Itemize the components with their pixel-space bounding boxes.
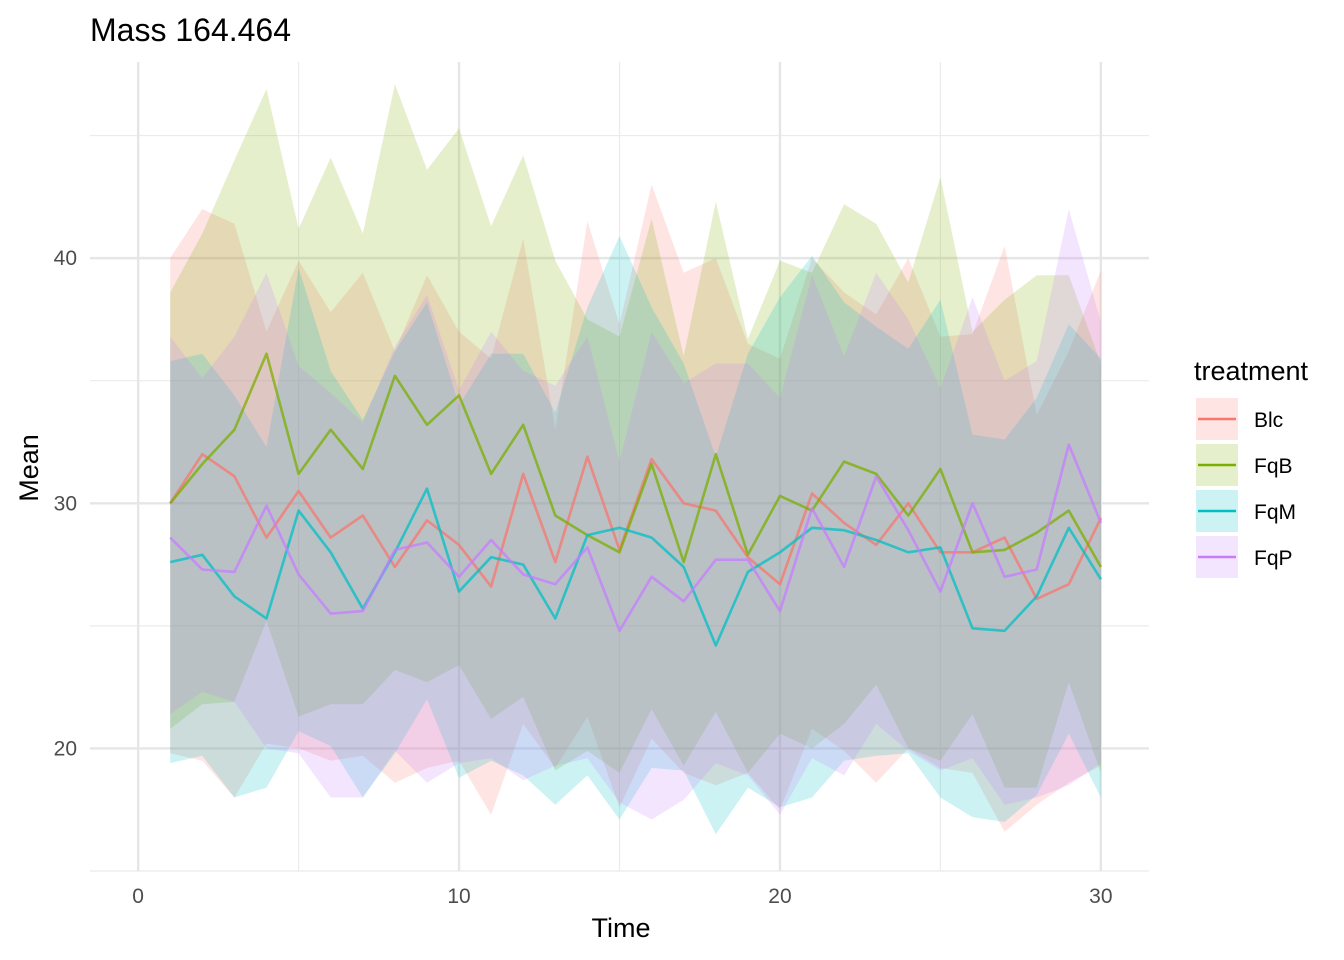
x-axis-title: Time: [592, 913, 651, 943]
chart-title: Mass 164.464: [90, 12, 291, 48]
y-tick-label: 40: [54, 247, 77, 270]
line-fqp: [169, 443, 1103, 633]
ribbons: [170, 84, 1101, 835]
legend-item-fqm: FqM: [1196, 490, 1296, 532]
legend-item-fqp: FqP: [1196, 536, 1293, 578]
legend-label: Blc: [1254, 409, 1283, 432]
legend-label: FqB: [1254, 455, 1293, 478]
legend-item-blc: Blc: [1196, 398, 1283, 440]
legend-label: FqM: [1254, 501, 1296, 524]
x-tick-label: 0: [132, 885, 144, 908]
y-axis-title: Mean: [14, 434, 44, 502]
legend-item-fqb: FqB: [1196, 444, 1293, 486]
ribbon-fqp: [170, 209, 1101, 820]
ribbon-fqb: [170, 84, 1101, 788]
legend-title: treatment: [1194, 356, 1309, 386]
line-fqm: [169, 487, 1103, 647]
y-tick-label: 20: [54, 737, 77, 760]
x-tick-label: 30: [1089, 885, 1112, 908]
legend-label: FqP: [1254, 547, 1293, 570]
series-lines: [169, 352, 1103, 647]
y-tick-label: 30: [54, 492, 77, 515]
tick-labels: 0 10 20 30 20 30 40: [54, 247, 1113, 908]
x-tick-label: 10: [447, 885, 470, 908]
legend: treatment Blc FqB FqM FqP: [1194, 356, 1309, 578]
line-fqb: [169, 352, 1103, 568]
x-tick-label: 20: [768, 885, 791, 908]
